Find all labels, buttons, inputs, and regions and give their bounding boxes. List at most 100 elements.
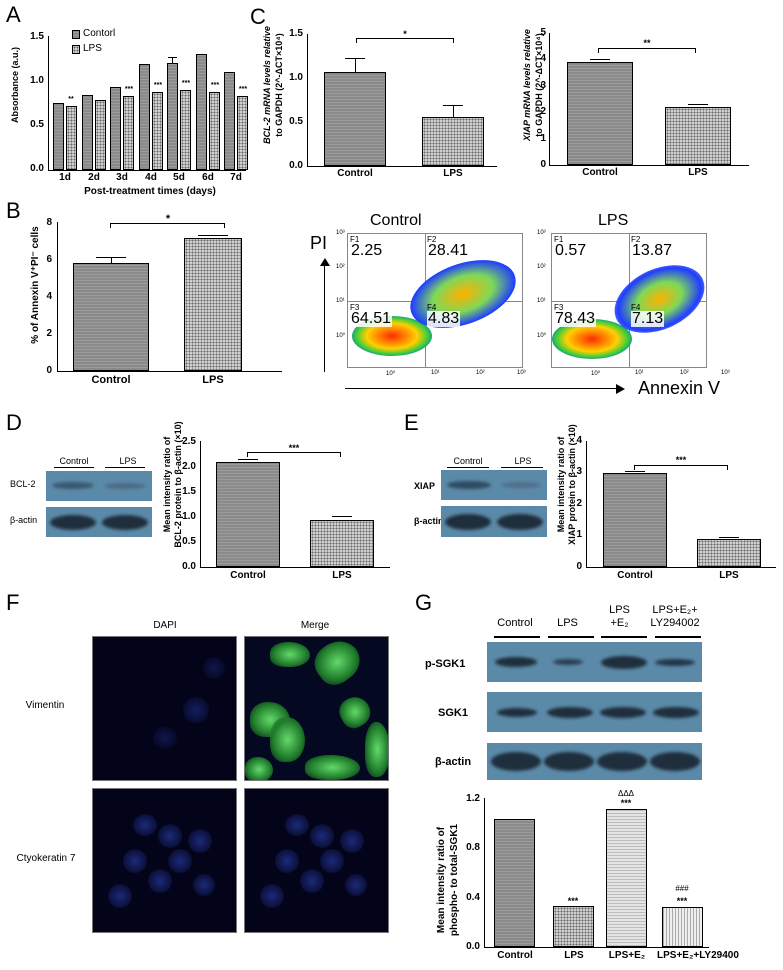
sig-a-3d: *** [124,86,134,93]
err-cap [443,105,463,106]
nucleus [123,849,147,873]
quadrant-label: F4 [631,303,641,312]
quadrant-label: F2 [631,235,641,244]
tick: 10¹ [635,370,644,376]
tick: 1.0 [289,72,303,83]
tick: 10³ [336,230,345,236]
quadrant-label: F1 [554,235,564,244]
x-label: Control [337,168,373,179]
bar-g-lps [553,906,594,947]
quadrant-label: F4 [427,303,437,312]
sig-bracket [634,465,728,470]
x-label: 1d [59,172,71,183]
x-label: Control [91,374,131,386]
flow-x-arrow [345,388,620,389]
bar-d-control [216,462,280,567]
x-axis [57,371,282,372]
blot-row-label: β-actin [10,515,38,525]
x-label: Control [582,167,618,178]
nucleus [345,874,367,896]
quadrant-value: 2.25 [350,242,384,259]
blot-xiap [441,470,547,500]
tick: 10⁰ [591,371,601,377]
blot-beta-actin [441,506,547,537]
bar-a-3d-control [110,87,121,170]
nucleus [153,727,177,749]
blot-band [445,514,491,530]
bar-a-1d-control [53,103,64,170]
sig-c-xiap: ** [643,38,651,48]
sig-bracket [110,223,225,228]
arrow-up-icon [320,258,330,266]
x-label: 5d [173,172,185,183]
tick: 10⁰ [537,333,547,339]
sig-a-1d: ** [68,96,74,103]
micrograph-cytokeratin-dapi [92,788,237,933]
cell [365,722,388,777]
x-label: 7d [230,172,242,183]
x-label: Control [497,950,533,961]
err-cap [96,257,126,258]
bar-a-7d-control [224,72,235,170]
lane-label: Control [497,617,533,629]
legend-swatch-lps [72,45,80,54]
lane-label: Control [453,456,483,466]
flow-plot-lps: F1 0.57 F2 13.87 F3 78.43 F4 7.13 [551,233,707,368]
blot-band [655,659,695,666]
sig-bracket [598,48,696,53]
bar-a-2d-lps [95,100,106,170]
nucleus [260,884,284,908]
x-label: Control [617,570,653,581]
cell [270,717,305,762]
lane-label-line: LPS [609,604,630,616]
nucleus [300,869,324,893]
lane-line [494,636,540,638]
tick: 0.5 [289,116,303,127]
flow-y-axis-label: PI [310,233,328,253]
panel-g-ylabel-1: Mean intensity ratio of [436,826,447,934]
flow-y-arrow [324,262,325,372]
tick: 3 [576,466,582,477]
bar-a-2d-control [82,95,93,170]
err-cap [590,59,610,60]
bar-a-4d-lps [152,92,163,170]
bar-a-4d-control [139,64,150,170]
tick: 6 [46,254,52,265]
sig-bracket [247,452,341,457]
err-cap [332,516,352,517]
x-label: LPS [332,570,352,581]
tick: 0.0 [30,163,44,174]
x-label: 3d [116,172,128,183]
bar-a-6d-lps [209,92,220,170]
lane-label: LPS+E₂+ LY294002 [645,604,705,630]
bar-g-lps-e2 [606,809,647,947]
x-label: LPS [688,167,708,178]
tick: 2.5 [182,436,196,447]
column-label-merge: Merge [300,620,330,631]
lane-label: LPS [119,456,137,466]
quadrant-value: 64.51 [350,310,393,327]
bar-b-lps [184,238,242,371]
tick: 10¹ [537,298,546,304]
nucleus [168,849,192,873]
tick: 10² [537,264,546,270]
err-cap [168,57,177,58]
x-axis [200,567,390,568]
tick: 10² [336,264,345,270]
tick: 0 [540,159,546,170]
blot-band [600,707,646,718]
panel-letter-f: F [6,590,20,615]
x-axis [586,567,776,568]
tick: 2 [576,498,582,509]
tick: 4 [46,291,52,302]
lane-line [548,636,594,638]
tick: 1.5 [289,28,303,39]
quadrant-value: 0.57 [554,242,588,259]
blot-band [52,482,94,489]
legend-label-lps: LPS [83,43,102,54]
tick: 1.0 [30,75,44,86]
quadrant-value: 13.87 [631,242,674,259]
err [355,58,356,72]
blot-row-label: BCL-2 [10,479,36,489]
tick: 1.5 [30,31,44,42]
